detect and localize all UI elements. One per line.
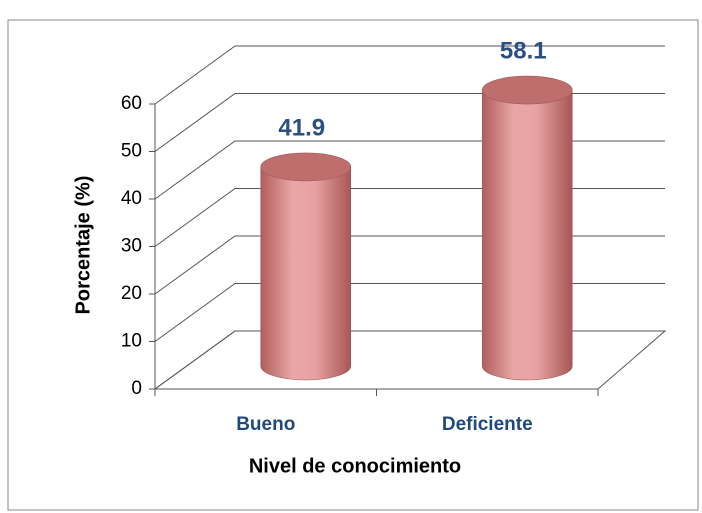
y-tick-label: 40 <box>121 188 142 209</box>
y-tick-label: 60 <box>121 93 142 114</box>
bar-top <box>260 152 352 182</box>
value-label: 41.9 <box>278 114 325 141</box>
x-tick-label: Bueno <box>236 414 295 435</box>
x-axis-title: Nivel de conocimiento <box>249 455 461 477</box>
x-tick-label: Deficiente <box>442 414 533 435</box>
grid-line <box>154 45 665 105</box>
value-label: 58.1 <box>500 37 547 64</box>
y-tick-label: 0 <box>131 378 142 399</box>
y-tick-label: 30 <box>121 236 142 257</box>
y-tick-label: 20 <box>121 283 142 304</box>
chart-border <box>7 19 699 511</box>
bar-body <box>481 89 573 381</box>
y-tick-label: 50 <box>121 141 142 162</box>
bar-body <box>260 166 352 381</box>
bar-top <box>481 75 573 105</box>
y-axis-title: Porcentaje (%) <box>72 176 94 315</box>
y-tick-label: 10 <box>121 331 142 352</box>
